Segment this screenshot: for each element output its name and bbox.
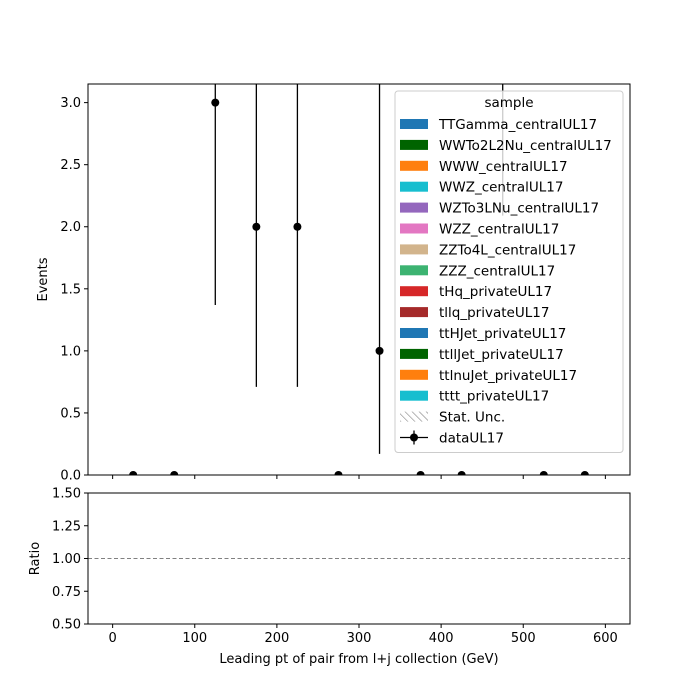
legend-label: tHq_privateUL17 bbox=[439, 284, 552, 300]
x-axis-label: Leading pt of pair from l+j collection (… bbox=[219, 652, 498, 667]
main-data-marks bbox=[129, 84, 589, 475]
legend-box bbox=[394, 90, 624, 453]
main-y-ticks: 0.0 0.5 1.0 1.5 2.0 2.5 3.0 bbox=[60, 96, 88, 484]
legend-swatch bbox=[400, 223, 428, 234]
legend-label: ZZZ_centralUL17 bbox=[439, 263, 555, 279]
legend-label: WWTo2L2Nu_centralUL17 bbox=[439, 138, 612, 154]
x-tick-label: 400 bbox=[429, 631, 454, 646]
legend-label: WWZ_centralUL17 bbox=[439, 180, 563, 196]
legend-label: WWW_centralUL17 bbox=[439, 159, 568, 175]
legend-swatch bbox=[400, 307, 428, 318]
legend-label: WZTo3LNu_centralUL17 bbox=[439, 201, 599, 217]
legend-entry: WZTo3LNu_centralUL17 bbox=[400, 201, 599, 217]
legend-label: WZZ_centralUL17 bbox=[439, 222, 559, 238]
legend-label: dataUL17 bbox=[439, 431, 504, 447]
ratio-y-tick-label: 1.50 bbox=[52, 487, 81, 502]
legend-swatch bbox=[400, 328, 428, 338]
legend-entry: WZZ_centralUL17 bbox=[400, 222, 559, 238]
legend-swatch bbox=[400, 390, 428, 401]
legend-swatch bbox=[400, 286, 428, 297]
data-point bbox=[170, 471, 179, 475]
legend-entry: ZZTo4L_centralUL17 bbox=[400, 242, 576, 258]
legend-swatch bbox=[400, 244, 428, 255]
legend-entry: tHq_privateUL17 bbox=[400, 284, 552, 300]
main-y-tick-label: 2.0 bbox=[60, 220, 81, 235]
ratio-y-tick-label: 0.75 bbox=[52, 585, 81, 600]
legend-entry: WWW_centralUL17 bbox=[400, 159, 568, 175]
legend-swatch bbox=[400, 181, 428, 192]
legend-label: ttHJet_privateUL17 bbox=[439, 326, 566, 342]
ratio-plot-frame bbox=[87, 492, 631, 625]
ratio-x-ticks: 0 100 200 300 400 500 600 bbox=[108, 624, 618, 646]
legend-label: tllq_privateUL17 bbox=[439, 305, 549, 321]
data-point bbox=[211, 98, 220, 107]
data-point bbox=[539, 471, 548, 475]
legend-entry: ttHJet_privateUL17 bbox=[400, 326, 566, 342]
data-point bbox=[293, 222, 302, 231]
data-point bbox=[416, 471, 425, 475]
ratio-y-axis-label: Ratio bbox=[28, 542, 43, 575]
x-tick-label: 300 bbox=[347, 631, 372, 646]
main-y-tick-label: 0.0 bbox=[60, 469, 81, 484]
x-tick-label: 200 bbox=[264, 631, 289, 646]
legend-entry: WWTo2L2Nu_centralUL17 bbox=[400, 138, 612, 154]
legend-swatch bbox=[400, 369, 428, 380]
main-x-ticks bbox=[112, 475, 606, 479]
main-y-tick-label: 0.5 bbox=[60, 406, 81, 421]
legend-entry: TTGamma_centralUL17 bbox=[400, 117, 597, 133]
legend-entry: ZZZ_centralUL17 bbox=[400, 263, 555, 279]
legend-label: Stat. Unc. bbox=[439, 410, 505, 426]
main-plot-frame bbox=[87, 83, 631, 476]
main-panel: 0.0 0.5 1.0 1.5 2.0 2.5 3.0 Events sample TTGa… bbox=[36, 83, 631, 484]
legend-entry: ttlnuJet_privateUL17 bbox=[400, 368, 577, 384]
legend-entry: tllq_privateUL17 bbox=[400, 305, 549, 321]
data-point bbox=[334, 471, 343, 475]
legend-label: ttllJet_privateUL17 bbox=[439, 347, 564, 363]
legend-swatch bbox=[400, 119, 428, 129]
legend-swatch bbox=[400, 265, 428, 276]
x-tick-label: 100 bbox=[182, 631, 207, 646]
main-y-tick-label: 2.5 bbox=[60, 158, 81, 173]
legend-entry: WWZ_centralUL17 bbox=[400, 180, 563, 196]
data-point bbox=[580, 471, 589, 475]
legend-swatch bbox=[400, 160, 428, 171]
legend-hatch-swatch bbox=[400, 411, 428, 422]
legend-swatch bbox=[400, 348, 428, 359]
legend-entry: ttllJet_privateUL17 bbox=[400, 347, 564, 363]
legend-label: tttt_privateUL17 bbox=[439, 389, 549, 405]
data-point bbox=[375, 346, 384, 355]
data-point bbox=[252, 222, 261, 231]
legend-label: ZZTo4L_centralUL17 bbox=[439, 242, 576, 258]
main-y-tick-label: 1.5 bbox=[60, 282, 81, 297]
data-point bbox=[129, 471, 138, 475]
x-tick-label: 0 bbox=[108, 631, 116, 646]
main-y-tick-label: 1.0 bbox=[60, 344, 81, 359]
legend-entry: dataUL17 bbox=[400, 430, 504, 447]
legend-entry: tttt_privateUL17 bbox=[400, 389, 549, 405]
x-tick-label: 600 bbox=[593, 631, 618, 646]
ratio-panel: 0.50 0.75 1.00 1.25 1.50 0 100 200 300 400 500 600… bbox=[28, 487, 631, 667]
legend-entry: Stat. Unc. bbox=[400, 410, 505, 426]
ratio-y-ticks: 0.50 0.75 1.00 1.25 1.50 bbox=[52, 487, 88, 633]
ratio-y-tick-label: 1.00 bbox=[52, 552, 81, 567]
legend-swatch bbox=[400, 202, 428, 213]
ratio-y-tick-label: 1.25 bbox=[52, 519, 81, 534]
main-y-axis-label: Events bbox=[36, 257, 51, 301]
legend-label: ttlnuJet_privateUL17 bbox=[439, 368, 577, 384]
legend-marker bbox=[410, 433, 418, 442]
legend-label: TTGamma_centralUL17 bbox=[438, 117, 597, 133]
x-tick-label: 500 bbox=[511, 631, 536, 646]
legend-swatch bbox=[400, 139, 428, 150]
main-y-tick-label: 3.0 bbox=[60, 96, 81, 111]
data-point bbox=[457, 471, 466, 475]
legend: sample TTGamma_centralUL17 WWTo2L2Nu_cent… bbox=[394, 90, 624, 453]
legend-entries: TTGamma_centralUL17 WWTo2L2Nu_centralUL17… bbox=[400, 117, 612, 447]
legend-title: sample bbox=[484, 95, 533, 111]
ratio-y-tick-label: 0.50 bbox=[52, 618, 81, 633]
